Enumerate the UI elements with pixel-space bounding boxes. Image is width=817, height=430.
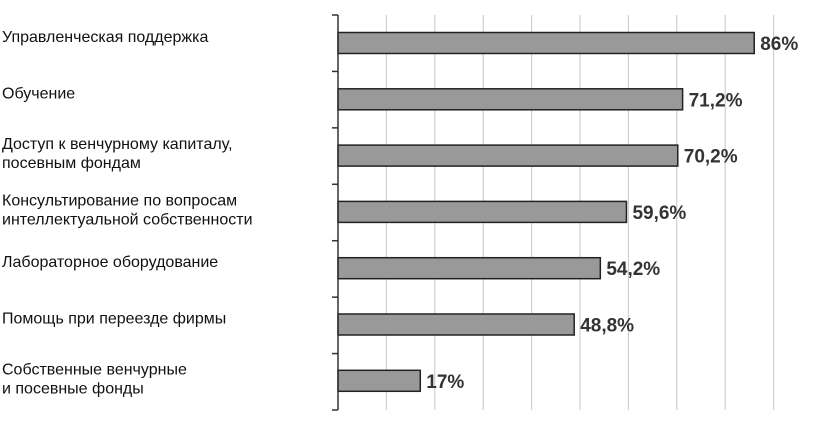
category-label: Собственные венчурные	[2, 361, 187, 378]
value-label: 54,2%	[606, 259, 660, 280]
value-label: 59,6%	[632, 203, 686, 224]
bar	[337, 31, 755, 55]
bar	[337, 200, 628, 224]
value-labels: 86% 71,2% 70,2% 59,6% 54,2% 48,8% 17%	[426, 34, 798, 393]
value-label: 48,8%	[580, 316, 634, 337]
category-label: и посевные фонды	[2, 380, 144, 397]
bar	[337, 256, 602, 280]
value-label: 71,2%	[689, 90, 743, 111]
bar	[337, 313, 575, 336]
category-label: Консультирование по вопросам	[2, 192, 237, 209]
bar	[337, 369, 422, 393]
category-label: посевным фондам	[2, 155, 141, 172]
category-label: Обучение	[2, 85, 75, 102]
category-label: Управленческая поддержка	[2, 29, 208, 46]
value-label: 70,2%	[684, 147, 738, 168]
bar	[337, 144, 679, 167]
value-label: 86%	[760, 34, 798, 55]
bars	[337, 31, 755, 393]
category-label: Помощь при переезде фирмы	[2, 311, 226, 328]
category-label: Доступ к венчурному капиталу,	[2, 136, 233, 153]
category-labels: Управленческая поддержка Обучение Доступ к…	[2, 29, 253, 397]
value-label: 17%	[426, 372, 464, 393]
bar	[337, 88, 684, 111]
category-label: интеллектуальной собственности	[2, 211, 253, 228]
category-label: Лабораторное оборудование	[2, 254, 218, 271]
y-axis	[332, 14, 339, 411]
